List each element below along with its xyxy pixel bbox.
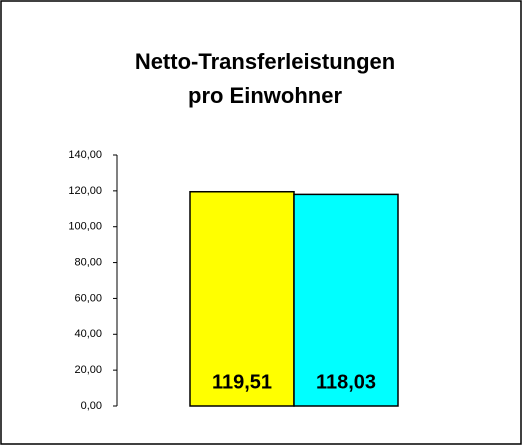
y-tick-label: 120,00 — [68, 185, 102, 197]
chart-title: pro Einwohner — [188, 83, 342, 108]
bar — [293, 193, 399, 407]
y-tick-label: 60,00 — [74, 292, 102, 304]
y-tick-label: 40,00 — [74, 328, 102, 340]
y-tick-label: 20,00 — [74, 364, 102, 376]
bar — [189, 190, 295, 407]
y-tick-label: 100,00 — [68, 221, 102, 233]
data-label: 118,03 — [316, 371, 376, 393]
y-tick-label: 140,00 — [68, 149, 102, 161]
chart-title: Netto-Transferleistungen — [135, 49, 395, 74]
y-tick-label: 0,00 — [81, 400, 102, 412]
data-label: 119,51 — [212, 371, 272, 393]
y-tick-label: 80,00 — [74, 256, 102, 268]
